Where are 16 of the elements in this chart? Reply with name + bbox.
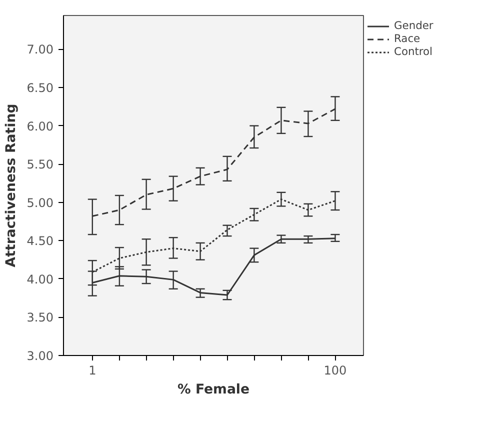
x-tick-label: 100 (324, 364, 347, 378)
y-tick-label: 6.00 (26, 119, 54, 134)
y-tick-label: 5.00 (26, 196, 54, 210)
legend-label: Race (394, 32, 420, 45)
y-tick-label: 4.50 (26, 234, 54, 248)
y-tick-label: 3.50 (26, 310, 54, 325)
x-axis-title: % Female (177, 382, 250, 398)
y-tick-label: 4.00 (26, 272, 54, 286)
y-tick-label: 5.50 (26, 158, 54, 172)
x-tick-label: 1 (88, 364, 96, 378)
y-tick-label: 6.50 (26, 80, 54, 95)
y-tick-label: 3.00 (26, 349, 54, 363)
legend-label: Control (394, 45, 433, 58)
y-tick-label: 7.00 (26, 42, 54, 57)
y-axis-title: Attractiveness Rating (4, 104, 19, 268)
legend-label: Gender (394, 19, 434, 32)
